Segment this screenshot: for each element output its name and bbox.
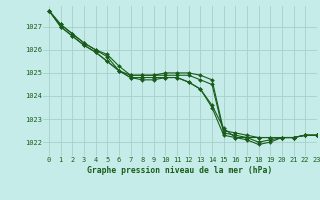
X-axis label: Graphe pression niveau de la mer (hPa): Graphe pression niveau de la mer (hPa) <box>87 166 273 175</box>
